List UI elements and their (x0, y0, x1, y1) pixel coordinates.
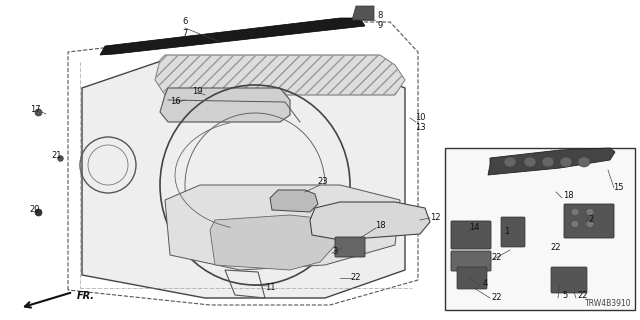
Text: 4: 4 (483, 279, 488, 289)
Text: 5: 5 (563, 292, 568, 300)
Ellipse shape (586, 209, 594, 215)
Text: 8: 8 (378, 12, 383, 20)
Ellipse shape (571, 209, 579, 215)
Text: 22: 22 (578, 292, 588, 300)
Polygon shape (488, 148, 615, 175)
Text: 12: 12 (429, 213, 440, 222)
Polygon shape (100, 18, 365, 55)
Text: 3: 3 (332, 247, 338, 257)
FancyBboxPatch shape (551, 267, 587, 293)
FancyBboxPatch shape (501, 217, 525, 247)
Polygon shape (165, 185, 400, 270)
Text: 22: 22 (551, 244, 561, 252)
Polygon shape (352, 6, 374, 20)
Text: TRW4B3910: TRW4B3910 (586, 299, 632, 308)
Ellipse shape (578, 157, 590, 167)
Text: 18: 18 (563, 191, 573, 201)
Text: 13: 13 (415, 124, 426, 132)
Polygon shape (270, 190, 318, 212)
FancyBboxPatch shape (335, 237, 365, 257)
Ellipse shape (504, 157, 516, 167)
FancyBboxPatch shape (457, 267, 487, 289)
Polygon shape (310, 202, 430, 240)
Ellipse shape (524, 157, 536, 167)
Text: 2: 2 (588, 215, 594, 225)
Ellipse shape (542, 157, 554, 167)
Ellipse shape (571, 220, 579, 228)
Text: 20: 20 (29, 205, 40, 214)
Text: 15: 15 (612, 183, 623, 193)
Text: 17: 17 (29, 106, 40, 115)
Polygon shape (82, 58, 405, 298)
Text: 23: 23 (317, 178, 328, 187)
Text: 7: 7 (182, 28, 188, 37)
FancyBboxPatch shape (564, 204, 614, 238)
Polygon shape (210, 215, 340, 270)
Text: 21: 21 (52, 150, 62, 159)
Text: 1: 1 (504, 228, 509, 236)
Text: 19: 19 (192, 87, 202, 97)
Text: 9: 9 (378, 21, 383, 30)
Text: 22: 22 (351, 274, 361, 283)
Text: 10: 10 (415, 114, 425, 123)
FancyBboxPatch shape (451, 251, 491, 271)
Text: 16: 16 (170, 98, 180, 107)
Polygon shape (155, 55, 405, 95)
Polygon shape (160, 88, 290, 122)
Text: 18: 18 (374, 221, 385, 230)
Text: 22: 22 (492, 293, 502, 302)
Ellipse shape (586, 220, 594, 228)
Text: 22: 22 (492, 253, 502, 262)
Text: 11: 11 (265, 284, 275, 292)
FancyBboxPatch shape (445, 148, 635, 310)
Text: FR.: FR. (77, 291, 95, 301)
Text: 14: 14 (468, 223, 479, 233)
Ellipse shape (560, 157, 572, 167)
FancyBboxPatch shape (451, 221, 491, 249)
Text: 6: 6 (182, 18, 188, 27)
